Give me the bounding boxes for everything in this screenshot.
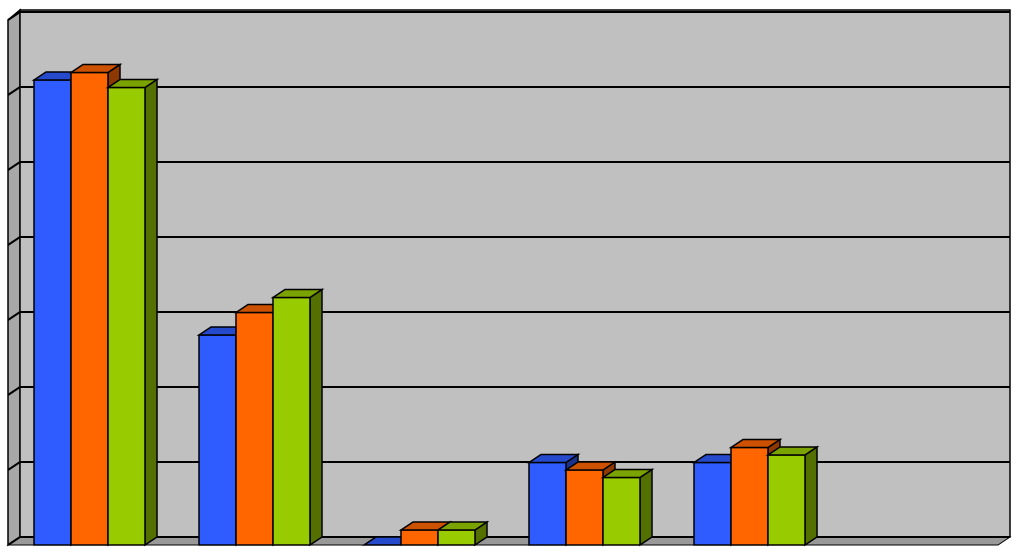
floor: [6, 536, 1012, 546]
bar: [198, 334, 237, 546]
bar: [528, 461, 567, 546]
bar: [272, 296, 311, 546]
bar-side: [639, 468, 653, 547]
grid-line: [7, 11, 1010, 21]
bar-top: [68, 63, 123, 74]
grid-line: [7, 236, 1010, 246]
bar: [33, 79, 72, 546]
bar-top: [526, 453, 581, 464]
bar: [730, 446, 769, 546]
bar-top: [435, 521, 490, 531]
grid-line: [7, 86, 1010, 96]
bar: [767, 454, 806, 546]
bar-top: [728, 438, 783, 449]
bar-top: [563, 461, 618, 471]
bar-top: [600, 468, 655, 479]
bar: [693, 461, 732, 546]
bar: [400, 529, 439, 546]
grid-line: [7, 161, 1010, 171]
bar-top: [765, 446, 820, 456]
bar: [602, 476, 641, 546]
grid-line: [7, 386, 1010, 396]
bar-top: [105, 78, 160, 89]
grid-line: [7, 536, 1010, 546]
bar: [70, 71, 109, 546]
bar-top: [270, 288, 325, 299]
bar: [437, 529, 476, 546]
bar-side: [804, 445, 818, 547]
bar: [235, 311, 274, 546]
grid-line: [7, 311, 1010, 321]
bar: [565, 469, 604, 546]
bar-side: [144, 78, 158, 547]
bar: [107, 86, 146, 546]
back-wall: [19, 9, 1011, 538]
bar-side: [309, 288, 323, 547]
grid-line: [7, 461, 1010, 471]
